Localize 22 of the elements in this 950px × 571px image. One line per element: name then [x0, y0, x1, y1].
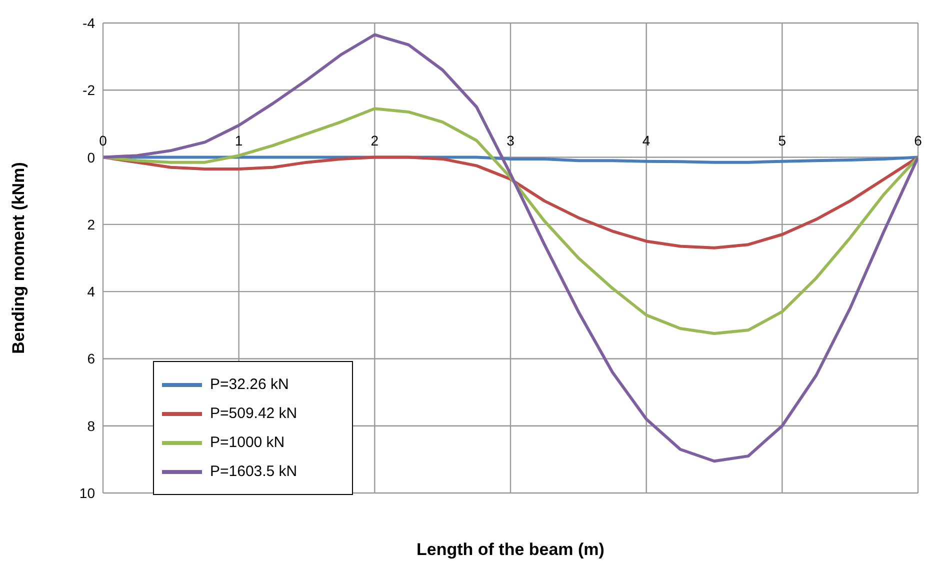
x-tick-label: 4: [642, 132, 650, 149]
y-tick-label: 8: [87, 418, 96, 434]
legend-label: P=509.42 kN: [210, 405, 298, 422]
y-tick-label: 10: [79, 484, 96, 501]
x-tick-label: 0: [99, 132, 108, 149]
y-tick-label: 0: [87, 149, 96, 166]
y-tick-label: -2: [82, 82, 96, 98]
line-series: [103, 156, 918, 250]
legend-label: P=1603.5 kN: [210, 463, 298, 480]
legend-label: P=1000 kN: [210, 434, 285, 451]
legend-label: P=32.26 kN: [210, 376, 289, 393]
y-tick-label: -4: [82, 14, 96, 31]
x-tick-label: 5: [778, 132, 786, 149]
x-axis-title: Length of the beam (m): [416, 540, 604, 559]
x-tick-label: 1: [234, 132, 243, 149]
x-tick-label: 3: [506, 132, 515, 149]
y-tick-label: 6: [87, 350, 96, 367]
y-tick-label: 4: [87, 284, 96, 300]
y-axis-title: Bending moment (kNm): [9, 162, 28, 354]
x-tick-label: 2: [370, 132, 379, 149]
x-tick-label: 6: [914, 132, 922, 149]
y-tick-label: 2: [87, 216, 96, 232]
